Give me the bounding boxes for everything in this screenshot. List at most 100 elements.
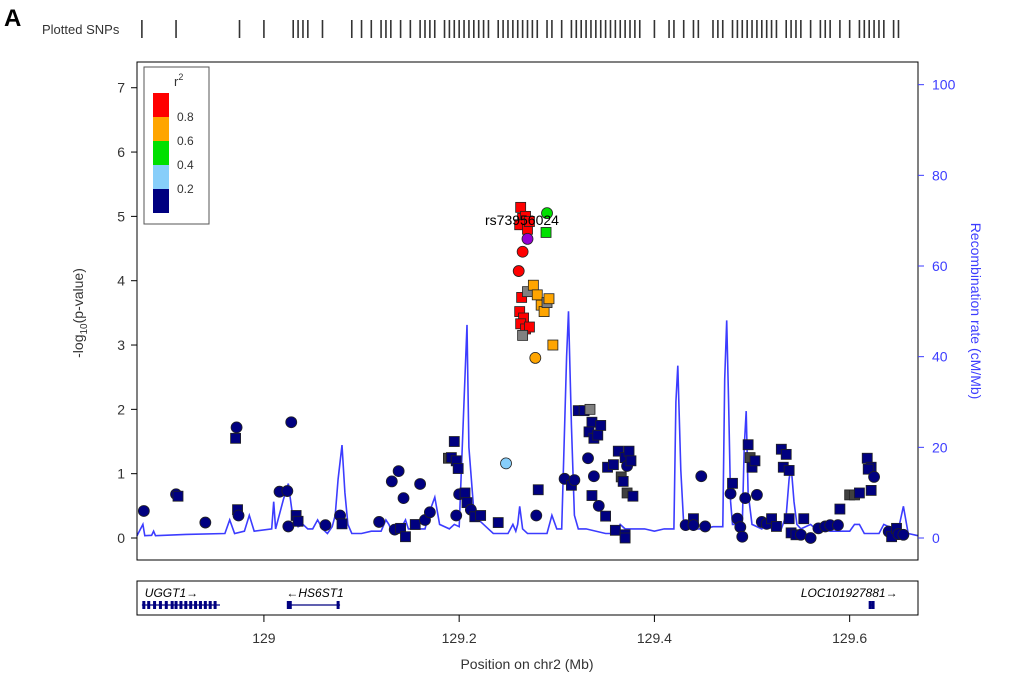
snp-point-circle bbox=[832, 519, 844, 532]
snp-point-circle bbox=[687, 519, 700, 532]
snp-point-circle bbox=[804, 532, 817, 544]
snp-point-square bbox=[608, 459, 619, 471]
gene-exon bbox=[142, 601, 146, 609]
gene-exon bbox=[153, 601, 157, 609]
gene-exon bbox=[179, 601, 183, 609]
snp-point-circle bbox=[516, 245, 529, 258]
snp-point-circle bbox=[587, 470, 600, 483]
gene-track: UGGT1→ ←HS6ST1 LOC101927881→ bbox=[141, 586, 898, 609]
snp-point-circle bbox=[734, 521, 747, 533]
y-right-tick-label: 20 bbox=[932, 439, 948, 455]
snp-point-square bbox=[780, 448, 792, 460]
y-left-tick-label: 5 bbox=[117, 208, 125, 224]
snp-point-circle bbox=[529, 351, 542, 364]
snp-point-square bbox=[609, 524, 621, 536]
legend-entry-label: 0.4 bbox=[177, 158, 194, 172]
gene-exon bbox=[203, 601, 207, 609]
snp-point-square bbox=[612, 445, 624, 457]
snp-point-circle bbox=[897, 528, 910, 541]
y-right-tick-label: 100 bbox=[932, 77, 956, 93]
panel-label: A bbox=[4, 5, 21, 32]
snp-point-circle bbox=[699, 520, 712, 533]
snp-point-circle bbox=[232, 509, 245, 522]
snp-point-square bbox=[623, 445, 635, 457]
snp-points bbox=[137, 201, 910, 544]
snp-point-square bbox=[627, 490, 639, 502]
legend-entry-label: 0.8 bbox=[177, 110, 194, 124]
y-axis-right-label: Recombination rate (cM/Mb) bbox=[968, 223, 984, 400]
snp-point-square bbox=[771, 521, 782, 532]
y-left-tick-label: 3 bbox=[117, 337, 125, 353]
snp-point-circle bbox=[568, 474, 581, 487]
legend-entry-label: 0.6 bbox=[177, 134, 194, 148]
y-left-tick-label: 1 bbox=[117, 466, 125, 482]
snp-point-square bbox=[527, 279, 539, 291]
snp-point-square bbox=[617, 475, 629, 487]
snp-point-square bbox=[448, 436, 460, 447]
y-left-tick-label: 0 bbox=[117, 530, 125, 546]
y-left-tick-label: 2 bbox=[117, 401, 125, 417]
gene-track-frame bbox=[136, 580, 919, 616]
y-right-tick-label: 60 bbox=[932, 258, 948, 274]
gene-exon bbox=[164, 601, 168, 609]
snp-point-square bbox=[172, 490, 184, 502]
snp-point-circle bbox=[230, 421, 243, 434]
legend-swatch bbox=[153, 117, 169, 141]
x-axis-tick-label: 129.6 bbox=[832, 630, 867, 646]
y-left-tick-label: 7 bbox=[117, 80, 125, 96]
gene-label: LOC101927881→ bbox=[801, 586, 898, 600]
recombination-rate-line bbox=[136, 311, 919, 537]
legend-swatch bbox=[153, 93, 169, 117]
snp-point-square bbox=[834, 503, 846, 515]
x-axis: 129 129.2 129.4 129.6 bbox=[252, 615, 867, 646]
snp-point-square bbox=[292, 515, 304, 527]
snp-point-circle bbox=[392, 465, 405, 478]
snp-point-circle bbox=[739, 492, 752, 505]
snp-point-circle bbox=[137, 505, 150, 517]
plot-frame bbox=[136, 61, 919, 561]
snp-point-square bbox=[783, 513, 795, 525]
lead-snp-label: rs73956024 bbox=[485, 212, 559, 228]
snp-point-square bbox=[600, 510, 611, 522]
gene-exon bbox=[184, 601, 188, 609]
gene-exon bbox=[147, 601, 151, 609]
snp-point-square bbox=[749, 455, 761, 467]
gene-exon bbox=[288, 601, 292, 609]
snp-point-square bbox=[230, 432, 242, 444]
x-axis-tick-label: 129.2 bbox=[442, 630, 477, 646]
legend-swatch bbox=[153, 189, 169, 213]
gene-exon bbox=[868, 601, 872, 609]
snp-point-square bbox=[619, 532, 631, 544]
snp-point-square bbox=[452, 463, 464, 474]
snp-point-circle bbox=[724, 487, 737, 500]
snp-point-circle bbox=[281, 485, 294, 497]
snp-point-square bbox=[516, 292, 528, 303]
snp-point-square bbox=[584, 403, 596, 415]
snp-point-square bbox=[547, 339, 559, 351]
y-axis-left-label: -log10(p-value) bbox=[70, 268, 90, 358]
snp-point-circle bbox=[868, 470, 880, 483]
snp-point-circle bbox=[794, 528, 807, 541]
snp-point-circle bbox=[450, 509, 463, 522]
gene-label: ←HS6ST1 bbox=[286, 586, 343, 600]
snp-point-square bbox=[409, 519, 421, 530]
snp-point-circle bbox=[282, 520, 295, 533]
snp-point-circle bbox=[285, 416, 298, 429]
snp-point-circle bbox=[751, 489, 763, 501]
legend-title: r2 bbox=[174, 72, 183, 89]
gene-exon bbox=[336, 601, 340, 609]
snp-point-circle bbox=[199, 516, 212, 529]
gene-exon bbox=[189, 601, 193, 609]
gene-exon bbox=[871, 601, 875, 609]
gene-exon bbox=[208, 601, 212, 609]
snp-point-square bbox=[492, 517, 504, 528]
snp-point-circle bbox=[414, 478, 427, 490]
gene-exon bbox=[158, 601, 162, 609]
gene-exon bbox=[198, 601, 202, 609]
snp-point-square bbox=[538, 306, 550, 317]
snp-point-square bbox=[400, 531, 411, 543]
snp-point-square bbox=[515, 201, 527, 213]
legend: r2 0.8 0.6 0.4 0.2 bbox=[143, 66, 210, 225]
y-right-tick-label: 80 bbox=[932, 167, 948, 183]
